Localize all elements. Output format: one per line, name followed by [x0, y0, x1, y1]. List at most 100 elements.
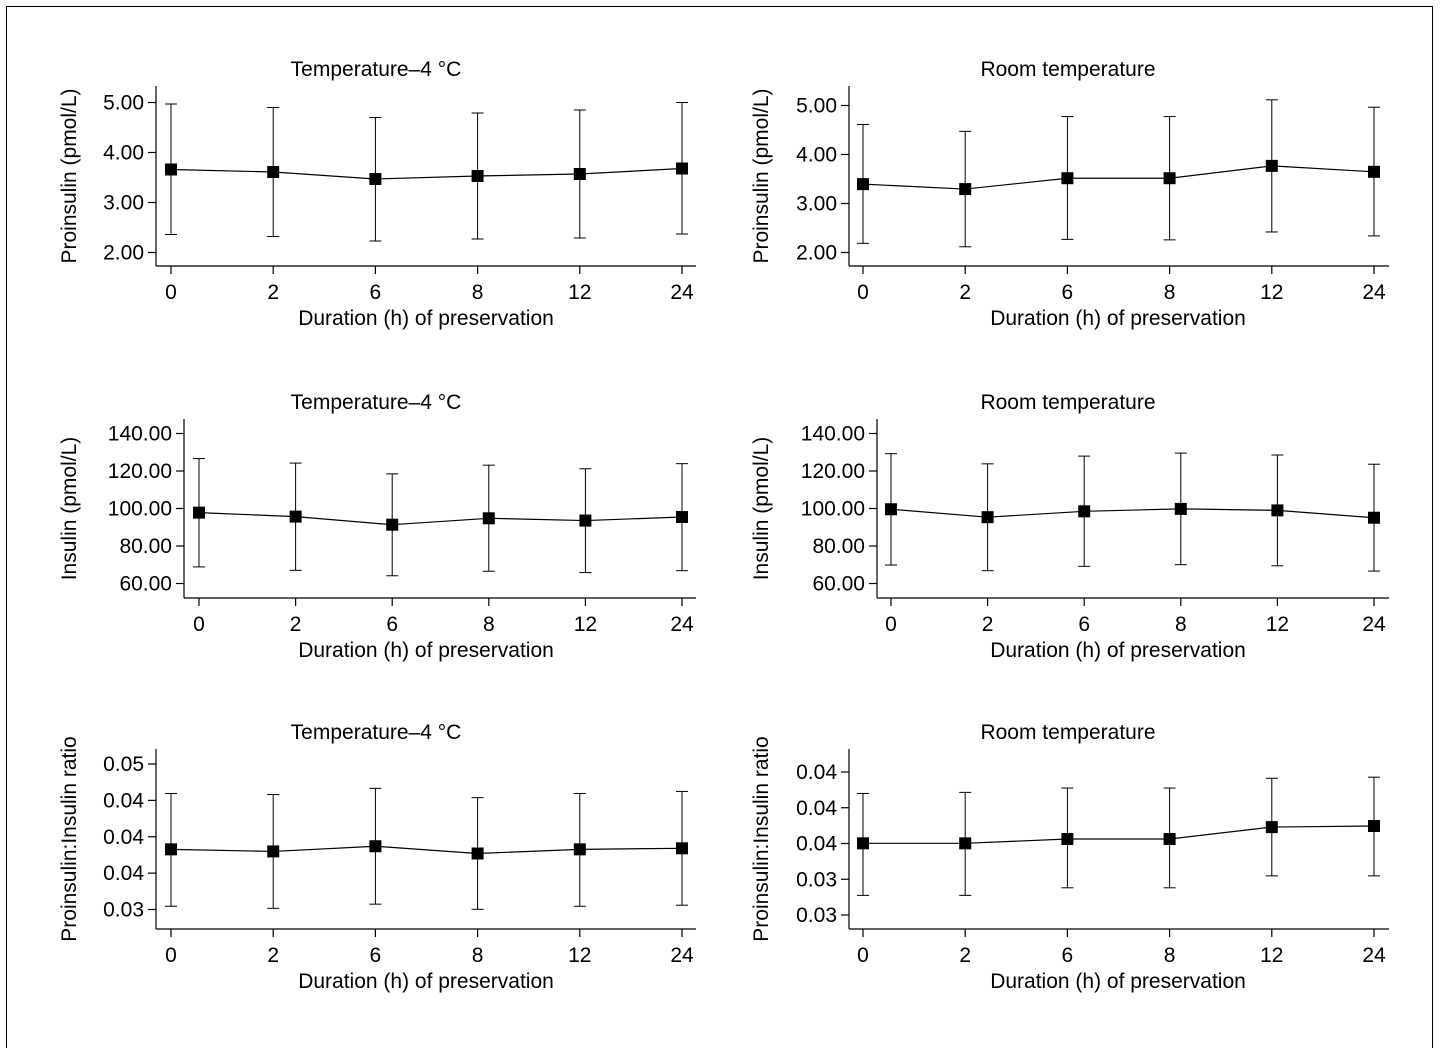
y-tick-label: 5.00: [103, 92, 144, 115]
data-point-marker: [857, 178, 869, 191]
chart-grid: Temperature–4 °C 2.00 3.00 4.00 5.00 0 2 6 8 12 24…: [58, 58, 1389, 993]
data-point-marker: [959, 837, 972, 850]
x-tick-label: 8: [472, 944, 484, 967]
y-axis-label: Insulin (pmol/L): [58, 437, 81, 581]
y-tick-label: 0.05: [103, 753, 144, 776]
x-tick-label: 0: [193, 613, 205, 636]
x-tick-label: 8: [1175, 613, 1187, 636]
data-point-marker: [369, 840, 382, 853]
figure-panel: Temperature–4 °C 2.00 3.00 4.00 5.00 0 2 6 8 12 24…: [6, 6, 1433, 1048]
x-axis-label: Duration (h) of preservation: [990, 639, 1246, 662]
series-line: [890, 508, 1375, 519]
chart-title: Temperature–4 °C: [291, 58, 462, 81]
y-axis-label: Proinsulin (pmol/L): [750, 88, 773, 263]
data-point-marker: [981, 511, 994, 524]
x-tick-label: 24: [1362, 281, 1386, 304]
x-tick-label: 6: [1062, 281, 1074, 304]
series-line: [198, 512, 683, 526]
x-axis-label: Duration (h) of preservation: [298, 307, 554, 330]
y-tick-label: 100.00: [801, 498, 865, 521]
y-tick-label: 0.04: [796, 833, 837, 856]
y-tick-label: 80.00: [119, 535, 172, 558]
x-tick-label: 0: [165, 281, 177, 304]
x-tick-label: 2: [959, 281, 971, 304]
x-tick-label: 8: [1164, 944, 1176, 967]
data-point-marker: [386, 518, 399, 531]
y-axis-label: Insulin (pmol/L): [750, 437, 773, 581]
x-tick-label: 6: [370, 944, 382, 967]
x-tick-label: 8: [1164, 281, 1176, 304]
chart-panel-2: Room temperature 2.00 3.00 4.00 5.00 0 2 6 8 12 24…: [750, 58, 1389, 330]
y-tick-label: 120.00: [801, 460, 865, 483]
chart-panel-5: Temperature–4 °C 0.03 0.04 0.04 0.04 0.05 0 2 6 8…: [58, 721, 696, 993]
data-point-marker: [471, 170, 484, 182]
y-axis-label: Proinsulin:Insulin ratio: [58, 736, 81, 941]
data-point-marker: [1163, 833, 1176, 845]
chart-title: Room temperature: [980, 721, 1155, 744]
data-point-marker: [1368, 511, 1380, 524]
x-tick-label: 0: [857, 944, 869, 967]
chart-panel-4: Room temperature 60.00 80.00 100.00 120.00 14…: [750, 391, 1389, 662]
x-tick-label: 12: [568, 281, 591, 304]
series-line: [170, 845, 683, 855]
x-tick-label: 12: [574, 613, 597, 636]
chart-title: Temperature–4 °C: [291, 391, 462, 414]
data-point-marker: [289, 510, 302, 523]
y-tick-label: 0.03: [796, 868, 837, 891]
x-tick-label: 24: [1362, 944, 1386, 967]
y-axis-label: Proinsulin (pmol/L): [58, 88, 81, 263]
data-point-marker: [1368, 819, 1380, 832]
data-point-marker: [1265, 821, 1278, 834]
data-point-marker: [1174, 502, 1187, 515]
x-tick-label: 24: [670, 281, 694, 304]
x-tick-label: 8: [472, 281, 484, 304]
y-tick-label: 0.04: [796, 761, 837, 784]
x-tick-label: 2: [267, 281, 279, 304]
data-point-marker: [1061, 833, 1074, 845]
chart-panel-1: Temperature–4 °C 2.00 3.00 4.00 5.00 0 2 6 8 12 24…: [58, 58, 696, 330]
data-point-marker: [165, 163, 177, 176]
y-axis-label: Proinsulin:Insulin ratio: [750, 736, 773, 941]
chart-title: Temperature–4 °C: [291, 721, 462, 744]
data-point-marker: [857, 837, 869, 850]
y-tick-label: 80.00: [812, 535, 865, 558]
y-tick-label: 60.00: [119, 573, 172, 596]
data-point-marker: [1265, 159, 1278, 172]
y-tick-label: 2.00: [796, 242, 837, 265]
x-tick-label: 0: [165, 944, 177, 967]
x-tick-label: 12: [1260, 281, 1283, 304]
y-tick-label: 0.04: [103, 826, 144, 849]
y-tick-label: 2.00: [103, 242, 144, 265]
x-tick-label: 24: [670, 944, 694, 967]
x-tick-label: 12: [1266, 613, 1289, 636]
y-tick-label: 140.00: [108, 423, 172, 446]
x-tick-label: 6: [386, 613, 398, 636]
x-tick-label: 6: [370, 281, 382, 304]
data-point-marker: [267, 166, 280, 178]
y-tick-label: 120.00: [108, 460, 172, 483]
series-line: [170, 167, 683, 180]
data-point-marker: [471, 847, 484, 860]
y-tick-label: 4.00: [796, 144, 837, 167]
chart-title: Room temperature: [980, 58, 1155, 81]
x-tick-label: 24: [1362, 613, 1386, 636]
data-point-marker: [165, 843, 177, 856]
data-point-marker: [676, 842, 688, 855]
y-tick-label: 3.00: [796, 193, 837, 216]
data-point-marker: [885, 503, 897, 516]
y-tick-label: 140.00: [801, 423, 865, 446]
x-tick-label: 6: [1062, 944, 1074, 967]
x-tick-label: 12: [1260, 944, 1283, 967]
chart-panel-3: Temperature–4 °C 60.00 80.00 100.00 120.00 14…: [58, 391, 696, 662]
x-axis-label: Duration (h) of preservation: [298, 639, 554, 662]
x-tick-label: 6: [1078, 613, 1090, 636]
y-tick-label: 3.00: [103, 192, 144, 215]
data-point-marker: [1163, 172, 1176, 185]
data-point-marker: [579, 514, 592, 527]
data-point-marker: [959, 183, 972, 196]
x-tick-label: 2: [982, 613, 994, 636]
y-tick-label: 0.03: [103, 899, 144, 922]
data-point-marker: [1368, 165, 1380, 178]
x-tick-label: 0: [885, 613, 897, 636]
x-axis-label: Duration (h) of preservation: [990, 970, 1246, 993]
